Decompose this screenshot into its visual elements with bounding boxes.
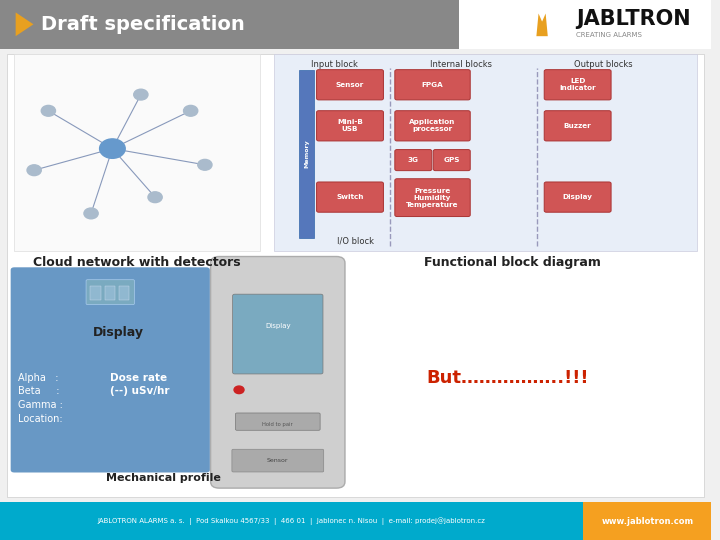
Text: Application
processor: Application processor — [410, 119, 456, 132]
Circle shape — [198, 159, 212, 170]
Text: Gamma :: Gamma : — [18, 400, 63, 410]
Text: Display: Display — [265, 323, 291, 329]
FancyBboxPatch shape — [90, 286, 101, 300]
FancyBboxPatch shape — [14, 54, 260, 251]
Text: Buzzer: Buzzer — [564, 123, 592, 129]
Text: LED
indicator: LED indicator — [559, 78, 596, 91]
FancyBboxPatch shape — [119, 286, 130, 300]
Text: Location:: Location: — [18, 414, 63, 423]
FancyBboxPatch shape — [317, 111, 384, 141]
Text: Internal blocks: Internal blocks — [430, 60, 492, 70]
FancyBboxPatch shape — [433, 150, 470, 171]
Text: Cloud network with detectors: Cloud network with detectors — [33, 256, 240, 269]
FancyBboxPatch shape — [583, 502, 711, 540]
FancyBboxPatch shape — [544, 111, 611, 141]
Text: Sensor: Sensor — [336, 82, 364, 88]
FancyBboxPatch shape — [299, 70, 315, 238]
Text: Functional block diagram: Functional block diagram — [424, 256, 600, 269]
Text: www.jablotron.com: www.jablotron.com — [601, 517, 693, 525]
Text: Hold to pair: Hold to pair — [262, 422, 293, 427]
Polygon shape — [16, 12, 33, 36]
Text: JABLTRON: JABLTRON — [576, 9, 691, 29]
Text: Alpha   :: Alpha : — [18, 373, 58, 383]
FancyBboxPatch shape — [235, 413, 320, 430]
Text: I/O block: I/O block — [337, 237, 374, 246]
Circle shape — [134, 89, 148, 100]
Text: Sensor: Sensor — [267, 458, 289, 463]
Circle shape — [41, 105, 55, 116]
Text: Input block: Input block — [311, 60, 358, 70]
Text: Output blocks: Output blocks — [574, 60, 633, 70]
Text: Memory: Memory — [304, 139, 309, 168]
Text: CREATING ALARMS: CREATING ALARMS — [576, 32, 642, 38]
Text: Display: Display — [562, 194, 593, 200]
FancyBboxPatch shape — [395, 111, 470, 141]
FancyBboxPatch shape — [233, 294, 323, 374]
Text: Beta     :: Beta : — [18, 387, 59, 396]
Text: (--) uSv/hr: (--) uSv/hr — [110, 387, 170, 396]
FancyBboxPatch shape — [232, 449, 324, 472]
Circle shape — [184, 105, 198, 116]
FancyBboxPatch shape — [0, 49, 711, 502]
FancyBboxPatch shape — [86, 280, 135, 305]
FancyBboxPatch shape — [395, 70, 470, 100]
FancyBboxPatch shape — [544, 182, 611, 212]
Text: Display: Display — [92, 326, 143, 339]
Text: Pressure
Humidity
Temperature: Pressure Humidity Temperature — [406, 187, 459, 208]
Text: GPS: GPS — [444, 157, 460, 163]
Circle shape — [148, 192, 162, 202]
FancyBboxPatch shape — [104, 286, 115, 300]
Text: 3G: 3G — [408, 157, 419, 163]
Text: But……………..!!!: But……………..!!! — [427, 369, 590, 387]
FancyBboxPatch shape — [11, 267, 210, 472]
Text: JABLOTRON ALARMS a. s.  |  Pod Skalkou 4567/33  |  466 01  |  Jablonec n. Nisou : JABLOTRON ALARMS a. s. | Pod Skalkou 456… — [98, 517, 485, 525]
FancyBboxPatch shape — [317, 70, 384, 100]
FancyBboxPatch shape — [395, 179, 470, 217]
Text: Switch: Switch — [336, 194, 364, 200]
Polygon shape — [536, 14, 548, 36]
FancyBboxPatch shape — [210, 256, 345, 488]
Text: FPGA: FPGA — [422, 82, 444, 88]
Circle shape — [27, 165, 41, 176]
FancyBboxPatch shape — [317, 182, 384, 212]
FancyBboxPatch shape — [274, 54, 697, 251]
Text: Mini-B
USB: Mini-B USB — [337, 119, 363, 132]
FancyBboxPatch shape — [459, 0, 711, 49]
FancyBboxPatch shape — [0, 502, 583, 540]
Text: Dose rate: Dose rate — [110, 373, 167, 383]
FancyBboxPatch shape — [395, 150, 432, 171]
FancyBboxPatch shape — [544, 70, 611, 100]
Text: Draft specification: Draft specification — [41, 15, 245, 34]
Circle shape — [84, 208, 98, 219]
Circle shape — [99, 139, 125, 158]
Circle shape — [234, 386, 244, 394]
Text: Mechanical profile: Mechanical profile — [106, 473, 221, 483]
FancyBboxPatch shape — [0, 0, 459, 49]
FancyBboxPatch shape — [7, 54, 704, 497]
